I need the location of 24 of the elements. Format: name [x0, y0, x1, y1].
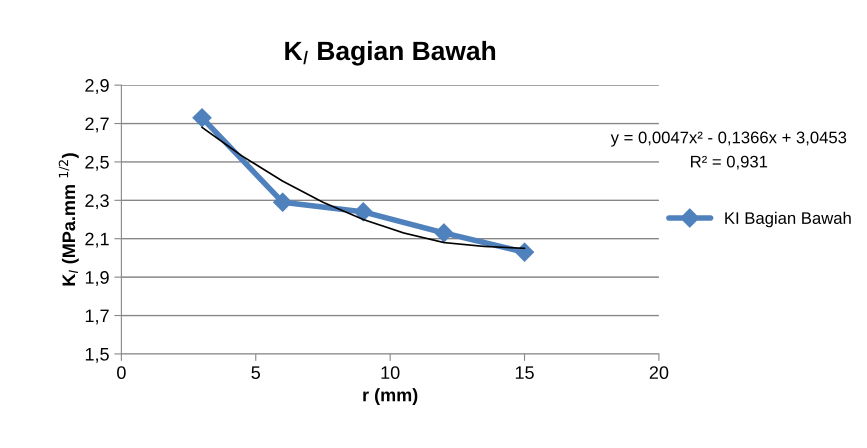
- point: [273, 192, 292, 212]
- legend-label: KI Bagian Bawah: [725, 212, 851, 228]
- text: R² = 0,931: [691, 156, 768, 170]
- x-tick-label: 10: [381, 366, 400, 379]
- point: [354, 202, 373, 222]
- x-axis-title: r (mm): [363, 388, 418, 405]
- point: [515, 242, 534, 262]
- y-tick-label: 2,5: [85, 156, 109, 171]
- point: [434, 223, 454, 242]
- annotation: y = 0,0047x² - 0,1366x + 3,0453: [610, 132, 846, 147]
- y-tick-label: 2,3: [85, 194, 109, 210]
- x-tick-label: 5: [251, 366, 260, 379]
- y-tick-label: 2,1: [85, 232, 109, 248]
- x-tick-label: 20: [650, 366, 668, 379]
- x-tick-label: 0: [117, 366, 126, 379]
- point: [192, 108, 212, 128]
- y-tick-label: 1,9: [86, 271, 109, 286]
- y-tick-label: 1,7: [86, 310, 109, 324]
- chart-title: K$_{I}$ Bagian Bawah: [285, 40, 496, 66]
- y-tick-label: 2,7: [85, 117, 109, 132]
- x-tick-label: 15: [516, 366, 534, 379]
- y-tick-label: 2,9: [85, 79, 109, 94]
- y-axis-title: K$_{I}$ (MPa.mm $^{1/2}$): [58, 153, 79, 286]
- y-tick-label: 1,5: [86, 348, 109, 363]
